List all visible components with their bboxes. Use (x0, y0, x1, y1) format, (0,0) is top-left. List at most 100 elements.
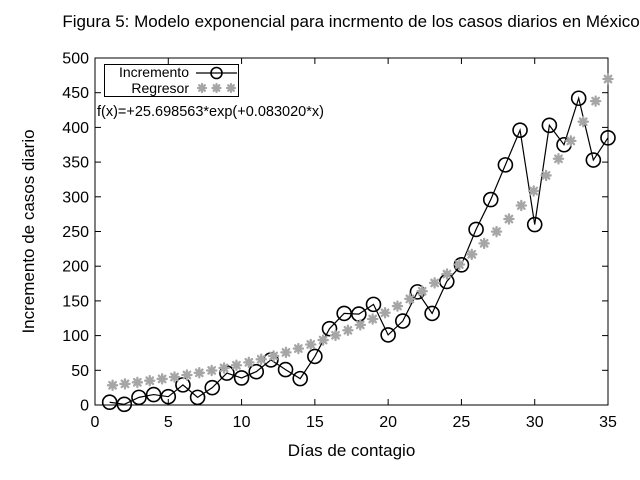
y-tick-label: 0 (80, 398, 89, 415)
incremento-marker (600, 130, 616, 146)
fit-formula-label: f(x)=+25.698563*exp(+0.083020*x) (97, 104, 324, 120)
regresor-marker (441, 268, 453, 280)
chart-title: Figura 5: Modelo exponencial para incrme… (62, 12, 640, 31)
incremento-marker (101, 394, 118, 411)
regresor-marker (366, 313, 379, 325)
regresor-marker (589, 95, 602, 107)
legend-item-incremento: Incremento (105, 65, 238, 80)
regresor-sample-asterisk (211, 83, 222, 94)
incremento-marker (248, 363, 265, 380)
regresor-marker (317, 334, 329, 346)
regresor-marker (490, 225, 503, 238)
x-tick-label: 25 (453, 414, 471, 431)
y-tick-label: 500 (62, 51, 89, 68)
regresor-marker (453, 258, 466, 271)
y-tick-label: 100 (62, 328, 89, 345)
incremento-marker (307, 348, 323, 365)
legend-label-incremento: Incremento (118, 64, 189, 81)
x-axis-label: Días de contagio (288, 441, 416, 460)
regresor-marker (466, 248, 478, 261)
incremento-marker (351, 306, 367, 322)
incremento-marker (116, 396, 133, 413)
y-tick-label: 250 (62, 224, 89, 241)
regresor-marker (168, 371, 181, 383)
regresor-marker (280, 346, 292, 359)
regresor-sample-asterisk (225, 83, 237, 94)
regresor-marker (131, 376, 144, 389)
regresor-marker (602, 73, 614, 85)
y-tick-label: 350 (62, 155, 89, 172)
regresor-sample-asterisk (196, 83, 208, 94)
incremento-marker (321, 320, 338, 337)
regresor-marker (515, 199, 528, 212)
x-tick-label: 30 (526, 414, 544, 431)
incremento-marker (468, 221, 484, 238)
incremento-marker (526, 216, 543, 233)
regresor-marker (267, 350, 280, 362)
regresor-marker (143, 374, 156, 387)
regresor-marker (565, 135, 577, 147)
legend-item-regresor: Regresor (105, 79, 238, 96)
y-tick-label: 400 (62, 120, 89, 137)
y-tick-label: 200 (62, 259, 89, 276)
regresor-marker (404, 293, 416, 305)
incremento-marker (204, 379, 221, 396)
incremento-sample-circle (210, 66, 223, 80)
regresor-marker (478, 237, 490, 250)
incremento-marker (541, 117, 558, 134)
incremento-marker (482, 191, 499, 208)
incremento-marker (277, 361, 294, 378)
incremento-marker (380, 327, 396, 343)
regresor-marker (527, 185, 540, 197)
incremento-marker (189, 389, 206, 406)
regresor-marker (342, 324, 354, 337)
incremento-marker (570, 90, 587, 107)
incremento-line (109, 95, 609, 405)
regresor-marker (428, 277, 441, 289)
regresor-marker (106, 379, 119, 392)
regresor-marker (255, 353, 267, 366)
x-tick-label: 20 (379, 414, 397, 431)
regresor-marker (243, 356, 255, 369)
incremento-marker (365, 296, 382, 313)
regresor-marker (540, 169, 552, 182)
y-tick-label: 300 (62, 189, 89, 206)
y-axis-label: Incremento de casos diario (19, 129, 38, 333)
y-tick-label: 450 (62, 85, 89, 102)
y-tick-label: 50 (71, 363, 89, 380)
regresor-marker (193, 367, 206, 379)
regresor-marker (218, 362, 230, 374)
regresor-marker (181, 369, 193, 381)
regresor-marker (379, 307, 391, 319)
incremento-line-circle-sample-icon (196, 66, 237, 80)
regresor-marker (119, 378, 131, 390)
x-tick-label: 5 (164, 414, 173, 431)
regresor-marker (230, 359, 243, 372)
incremento-marker (160, 388, 177, 405)
legend-label-regresor: Regresor (131, 79, 189, 96)
incremento-marker (394, 313, 411, 329)
regresor-marker (156, 373, 168, 385)
incremento-marker (497, 157, 514, 173)
legend: Incremento Regresor (104, 64, 239, 97)
incremento-marker (292, 370, 309, 387)
regresor-marker (577, 115, 589, 128)
regresor-marker (329, 329, 342, 342)
x-tick-label: 35 (599, 414, 617, 431)
incremento-marker (233, 370, 250, 386)
incremento-marker (131, 389, 147, 406)
regresor-marker (205, 364, 218, 377)
regresor-marker (354, 319, 367, 331)
incremento-marker (512, 122, 528, 138)
regresor-marker (416, 285, 428, 297)
regresor-marker (391, 300, 404, 312)
x-tick-label: 15 (306, 414, 324, 431)
x-tick-label: 0 (91, 414, 100, 431)
incremento-marker (145, 386, 162, 403)
regresor-marker (305, 338, 317, 351)
regresor-asterisk-sample-icon (196, 83, 237, 94)
incremento-marker (424, 305, 440, 322)
x-tick-label: 10 (233, 414, 251, 431)
